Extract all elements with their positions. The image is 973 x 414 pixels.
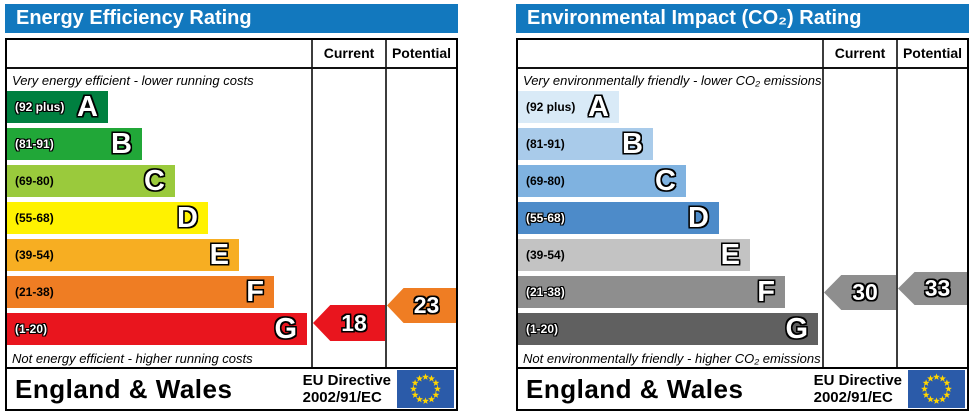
table-header-row: Current Potential <box>7 40 456 69</box>
eu-directive-line1: EU Directive <box>813 371 902 389</box>
eu-directive-line1: EU Directive <box>302 371 391 389</box>
potential-column-header: Potential <box>385 40 456 67</box>
bottom-note: Not energy efficient - higher running co… <box>12 351 253 366</box>
band-range-label: (21-38) <box>15 285 54 299</box>
band-letter: F <box>246 275 264 308</box>
potential-rating-value: 33 <box>924 275 951 301</box>
panel-title: Environmental Impact (CO₂) Rating <box>527 7 862 29</box>
band-range-label: (21-38) <box>526 285 565 299</box>
band-row-a: (92 plus) A <box>7 91 108 123</box>
eu-flag-icon <box>908 370 965 408</box>
current-rating-value: 30 <box>852 279 878 305</box>
top-note: Very energy efficient - lower running co… <box>12 73 254 88</box>
band-row-d: (55-68) D <box>518 202 719 234</box>
band-range-label: (81-91) <box>526 137 565 151</box>
band-letter: C <box>144 164 165 197</box>
region-label: England & Wales <box>526 373 744 404</box>
band-range-label: (55-68) <box>15 211 54 225</box>
band-range-label: (92 plus) <box>15 100 65 114</box>
table-body: Very environmentally friendly - lower CO… <box>518 69 967 367</box>
current-column: 18 <box>311 69 385 367</box>
band-letter: B <box>111 127 132 160</box>
band-row-f: (21-38) F <box>518 276 785 308</box>
band-letter: G <box>274 312 297 345</box>
table-body: Very energy efficient - lower running co… <box>7 69 456 367</box>
band-row-e: (39-54) E <box>518 239 750 271</box>
current-column-header: Current <box>311 40 385 67</box>
top-note: Very environmentally friendly - lower CO… <box>523 73 822 88</box>
header-spacer-cell <box>7 40 311 67</box>
panel-title-bar: Energy Efficiency Rating <box>5 4 458 33</box>
band-letter: B <box>622 127 643 160</box>
rating-table: Current Potential Very energy efficient … <box>5 38 458 411</box>
band-range-label: (1-20) <box>15 322 48 336</box>
band-letter: E <box>209 238 229 271</box>
eu-directive-line2: 2002/91/EC <box>813 389 893 406</box>
energy-efficiency-panel: Energy Efficiency Rating Current Potenti… <box>5 4 458 411</box>
potential-column-header: Potential <box>896 40 967 67</box>
band-letter: F <box>757 275 775 308</box>
band-range-label: (69-80) <box>15 174 54 188</box>
band-row-g: (1-20) G <box>7 313 307 345</box>
bands-area: Very energy efficient - lower running co… <box>7 69 311 367</box>
band-letter: A <box>77 90 98 123</box>
band-row-e: (39-54) E <box>7 239 239 271</box>
eu-flag-icon <box>397 370 454 408</box>
eu-directive-line2: 2002/91/EC <box>302 389 382 406</box>
band-row-d: (55-68) D <box>7 202 208 234</box>
band-letter: C <box>655 164 676 197</box>
environmental-impact-panel: Environmental Impact (CO₂) Rating Curren… <box>516 4 969 411</box>
potential-rating-arrow: 23 <box>387 288 456 323</box>
region-label: England & Wales <box>15 373 233 404</box>
panel-title-bar: Environmental Impact (CO₂) Rating <box>516 4 969 33</box>
band-row-b: (81-91) B <box>7 128 142 160</box>
band-letter: A <box>588 90 609 123</box>
current-rating-arrow: 18 <box>313 305 385 341</box>
rating-table: Current Potential Very environmentally f… <box>516 38 969 411</box>
bottom-note: Not environmentally friendly - higher CO… <box>523 351 821 366</box>
band-range-label: (92 plus) <box>526 100 576 114</box>
bands-area: Very environmentally friendly - lower CO… <box>518 69 822 367</box>
band-range-label: (39-54) <box>526 248 565 262</box>
current-rating-arrow: 30 <box>824 275 896 310</box>
band-range-label: (55-68) <box>526 211 565 225</box>
band-letter: D <box>688 201 709 234</box>
band-letter: D <box>177 201 198 234</box>
band-letter: E <box>720 238 740 271</box>
panel-title: Energy Efficiency Rating <box>16 7 252 29</box>
band-range-label: (1-20) <box>526 322 559 336</box>
eu-directive-label: EU Directive 2002/91/EC <box>303 372 391 407</box>
potential-column: 33 <box>896 69 967 367</box>
band-range-label: (39-54) <box>15 248 54 262</box>
table-footer-row: England & Wales EU Directive 2002/91/EC <box>518 367 967 409</box>
band-row-c: (69-80) C <box>7 165 175 197</box>
eu-directive-label: EU Directive 2002/91/EC <box>814 372 902 407</box>
band-row-c: (69-80) C <box>518 165 686 197</box>
band-row-a: (92 plus) A <box>518 91 619 123</box>
current-column-header: Current <box>822 40 896 67</box>
current-column: 30 <box>822 69 896 367</box>
header-spacer-cell <box>518 40 822 67</box>
band-row-b: (81-91) B <box>518 128 653 160</box>
table-header-row: Current Potential <box>518 40 967 69</box>
potential-rating-arrow: 33 <box>898 272 967 305</box>
band-row-f: (21-38) F <box>7 276 274 308</box>
band-range-label: (69-80) <box>526 174 565 188</box>
potential-column: 23 <box>385 69 456 367</box>
band-letter: G <box>785 312 808 345</box>
table-footer-row: England & Wales EU Directive 2002/91/EC <box>7 367 456 409</box>
band-row-g: (1-20) G <box>518 313 818 345</box>
current-rating-value: 18 <box>341 310 367 336</box>
band-range-label: (81-91) <box>15 137 54 151</box>
potential-rating-value: 23 <box>413 292 440 318</box>
